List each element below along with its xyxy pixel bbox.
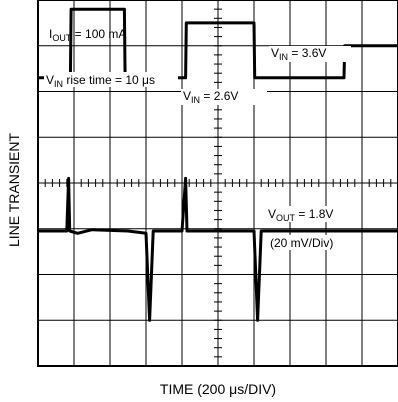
vout-trace xyxy=(38,176,398,322)
rise-sub: IN xyxy=(54,79,63,89)
plot-frame xyxy=(37,0,398,367)
iout-sub: OUT xyxy=(52,33,72,43)
vin-trace xyxy=(38,7,398,80)
iout-annotation: IOUT = 100 mA xyxy=(49,27,126,43)
iout-main: I xyxy=(49,27,52,41)
rise-annotation-bg xyxy=(44,72,178,87)
vin-high-main: V xyxy=(271,46,279,60)
vout-sub: OUT xyxy=(276,213,296,223)
vout-main: V xyxy=(268,207,276,221)
rise-main: V xyxy=(46,73,54,87)
vin-low-annotation-bg xyxy=(181,89,267,105)
scale-annotation-bg xyxy=(268,235,354,250)
vin-high-annotation: VIN = 3.6V xyxy=(271,46,326,62)
y-axis-label: LINE TRANSIENT xyxy=(6,133,22,248)
vin-high-rest: = 3.6V xyxy=(288,46,326,60)
vout-rest: = 1.8V xyxy=(295,207,333,221)
rise-rest: rise time = 10 μs xyxy=(63,73,155,87)
vin-low-annotation: VIN = 2.6V xyxy=(183,89,238,105)
vout-annotation-bg xyxy=(266,206,356,222)
scale-annotation: (20 mV/Div) xyxy=(270,236,333,250)
vin-low-rest: = 2.6V xyxy=(200,89,238,103)
rise-annotation: VIN rise time = 10 μs xyxy=(46,73,155,89)
vin-low-main: V xyxy=(183,89,191,103)
vout-annotation: VOUT = 1.8V xyxy=(268,207,333,223)
vin-high-annotation-bg xyxy=(269,46,351,62)
vin-high-sub: IN xyxy=(279,52,288,62)
traces xyxy=(38,7,398,322)
x-axis-label: TIME (200 μs/DIV) xyxy=(160,381,276,397)
vin-low-sub: IN xyxy=(191,95,200,105)
iout-rest: = 100 mA xyxy=(71,27,126,41)
